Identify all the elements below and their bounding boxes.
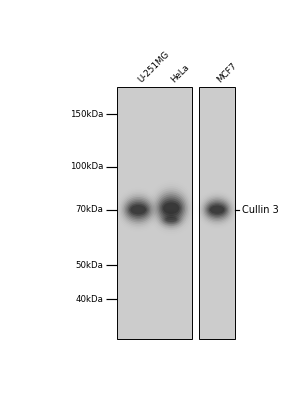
Bar	[199, 86, 235, 339]
Ellipse shape	[162, 200, 181, 216]
Text: 40kDa: 40kDa	[76, 294, 104, 304]
Text: 70kDa: 70kDa	[76, 205, 104, 214]
Ellipse shape	[162, 214, 180, 226]
Text: Cullin 3: Cullin 3	[242, 205, 279, 215]
Ellipse shape	[209, 204, 226, 215]
Text: 100kDa: 100kDa	[70, 162, 104, 171]
Ellipse shape	[207, 203, 227, 217]
Bar	[117, 86, 192, 339]
Ellipse shape	[125, 199, 151, 221]
Ellipse shape	[130, 205, 146, 214]
Ellipse shape	[121, 194, 156, 226]
Ellipse shape	[165, 216, 178, 223]
Text: U-251MG: U-251MG	[136, 49, 171, 84]
Text: HeLa: HeLa	[169, 62, 191, 84]
Ellipse shape	[154, 190, 188, 226]
Text: 50kDa: 50kDa	[76, 261, 104, 270]
Text: MCF7: MCF7	[215, 61, 238, 84]
Ellipse shape	[159, 196, 184, 220]
Ellipse shape	[210, 206, 224, 214]
Ellipse shape	[166, 217, 177, 222]
Ellipse shape	[164, 215, 178, 224]
Ellipse shape	[126, 200, 150, 219]
Ellipse shape	[161, 212, 181, 226]
Ellipse shape	[124, 197, 153, 222]
Ellipse shape	[129, 204, 147, 216]
Ellipse shape	[160, 198, 182, 218]
Ellipse shape	[156, 192, 187, 224]
Ellipse shape	[157, 194, 185, 222]
Ellipse shape	[202, 197, 232, 222]
Ellipse shape	[163, 202, 179, 214]
Ellipse shape	[163, 214, 180, 225]
Text: 150kDa: 150kDa	[70, 110, 104, 119]
Ellipse shape	[201, 196, 233, 224]
Ellipse shape	[204, 198, 231, 221]
Ellipse shape	[122, 195, 154, 224]
Ellipse shape	[128, 202, 149, 218]
Ellipse shape	[206, 201, 228, 218]
Ellipse shape	[153, 188, 190, 228]
Ellipse shape	[205, 200, 229, 220]
